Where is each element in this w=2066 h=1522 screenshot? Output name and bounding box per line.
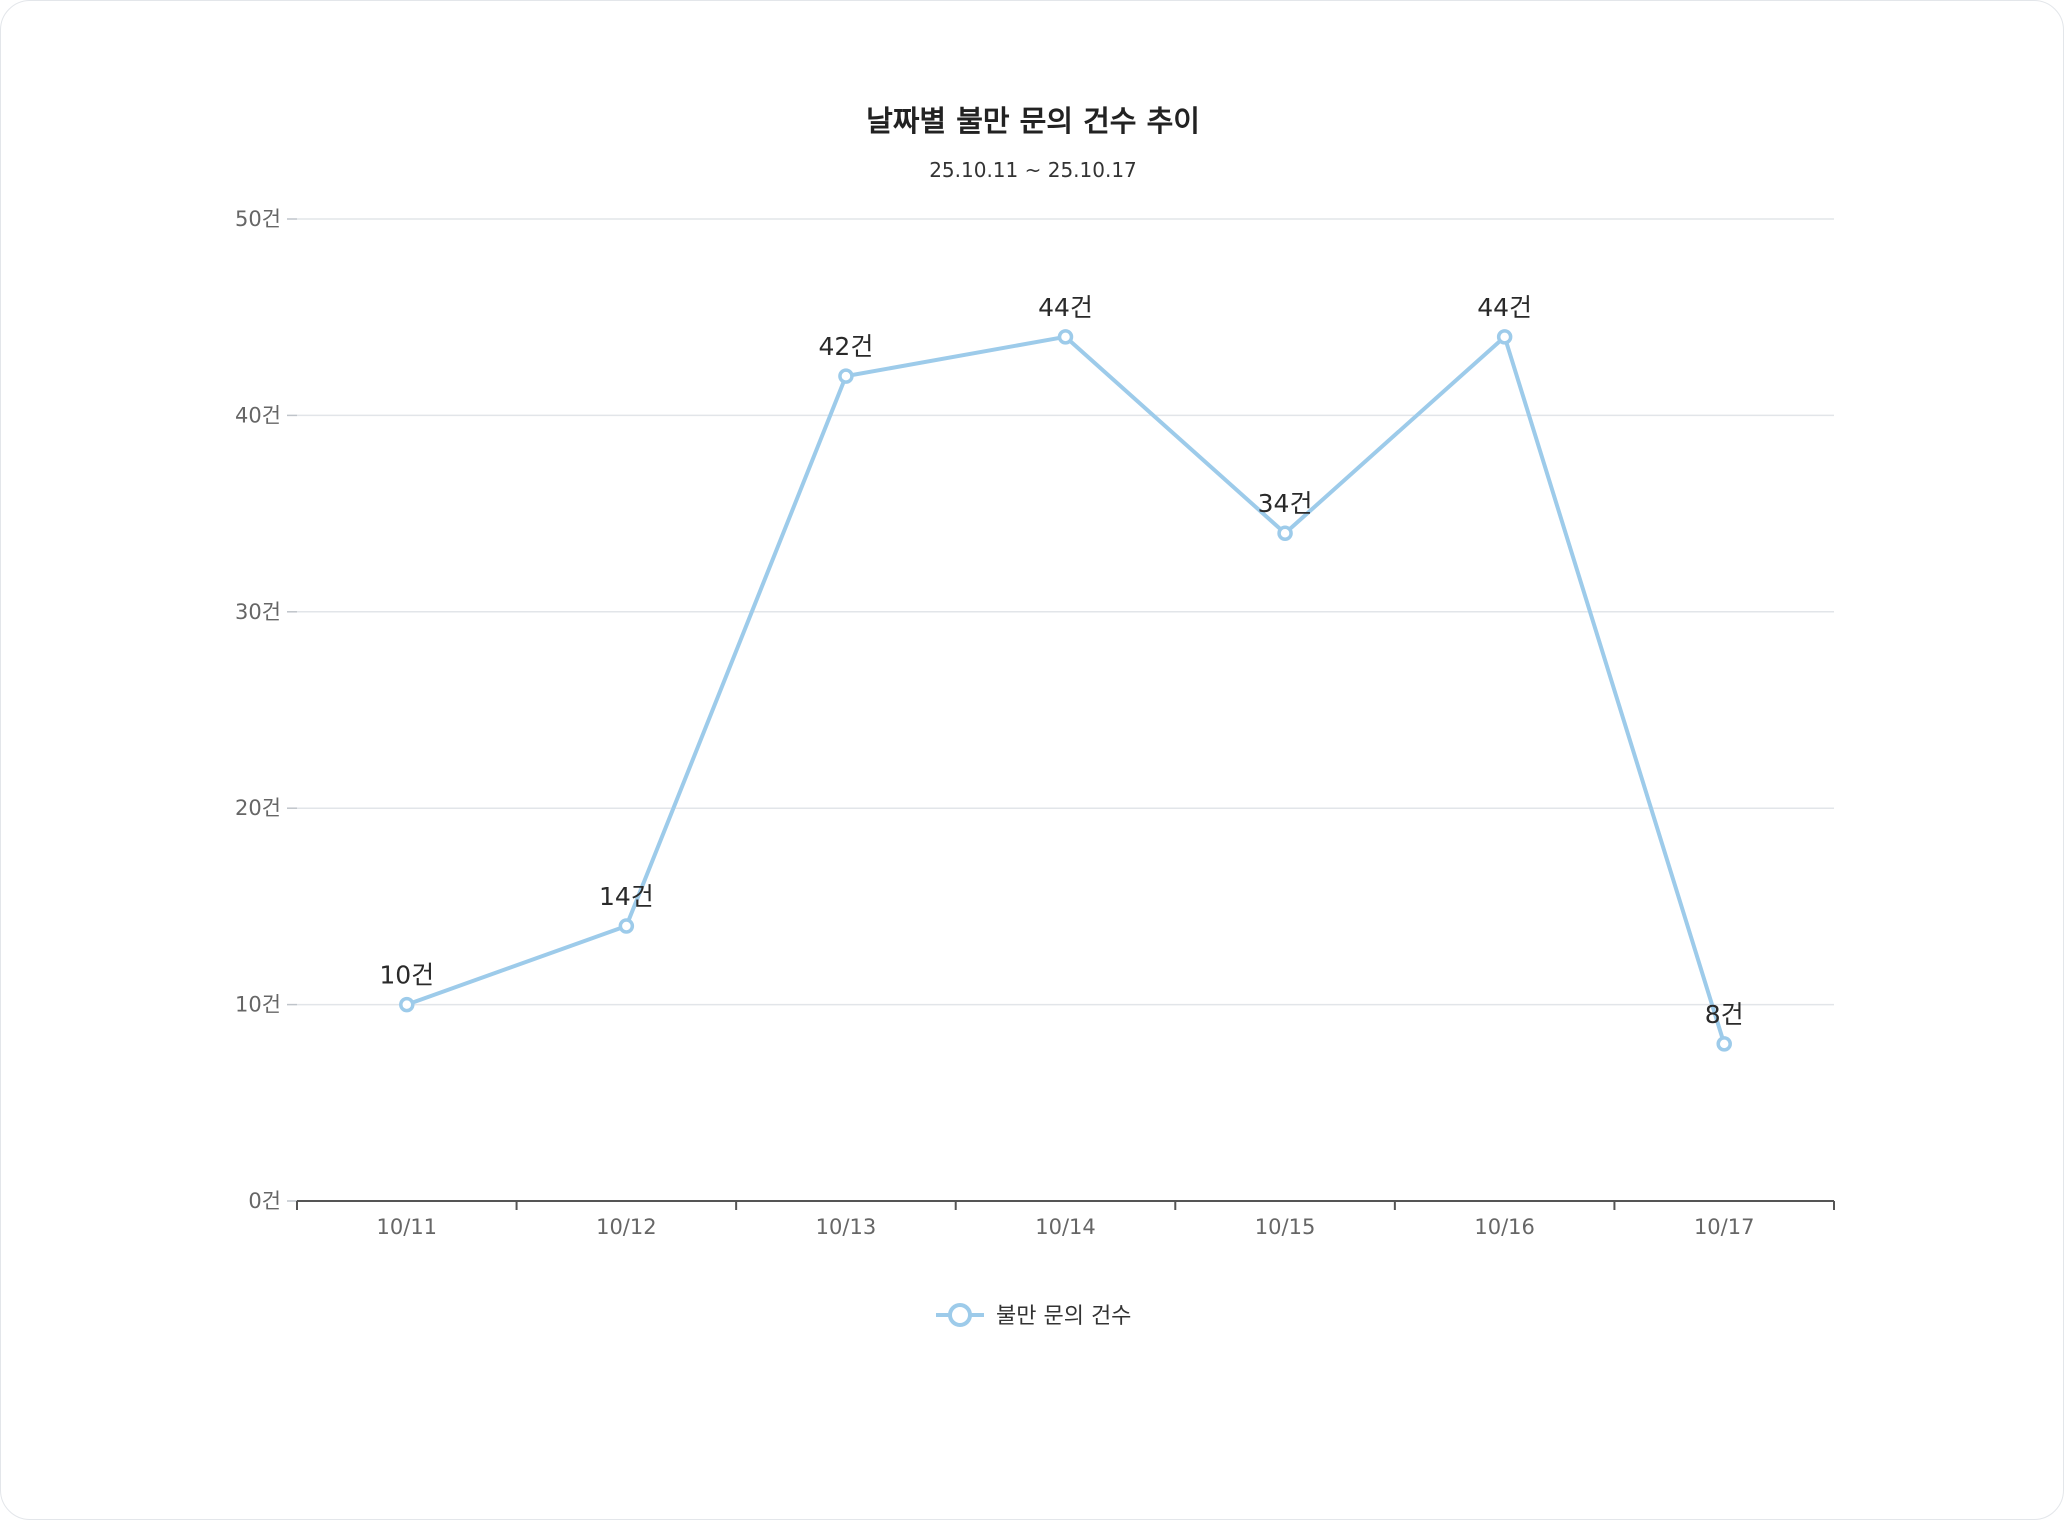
series-polyline: [404, 334, 1727, 1046]
y-axis: 0건 10건 20건 30건 40건 50건: [235, 207, 297, 1213]
x-axis: 10/11 10/12 10/13 10/14 10/15 10/16 10/17: [296, 1200, 1835, 1239]
x-tick-label: 10/13: [816, 1215, 877, 1239]
y-tick-label: 50건: [235, 207, 281, 231]
chart-title: 날짜별 불만 문의 건수 추이: [866, 104, 1200, 138]
grid-lines: [297, 218, 1834, 1006]
legend-marker-icon: [948, 1303, 972, 1327]
series-line: [404, 334, 1727, 1046]
legend-label: 불만 문의 건수: [996, 1304, 1131, 1329]
chart-subtitle: 25.10.11 ~ 25.10.17: [929, 158, 1137, 182]
y-tick-label: 20건: [235, 796, 281, 820]
data-point: [1277, 525, 1293, 541]
y-tick-label: 0건: [248, 1189, 281, 1213]
data-points: [399, 329, 1732, 1052]
y-tick-label: 30건: [235, 600, 281, 624]
data-label: 14건: [599, 882, 654, 911]
data-label: 34건: [1258, 489, 1313, 518]
data-label: 8건: [1705, 1000, 1744, 1029]
data-point: [838, 368, 854, 384]
y-tick-label: 10건: [235, 993, 281, 1017]
data-point: [399, 996, 415, 1013]
data-label: 44건: [1038, 293, 1093, 322]
data-label: 44건: [1477, 293, 1532, 322]
data-label: 42건: [819, 332, 874, 361]
x-tick-label: 10/11: [377, 1215, 438, 1239]
data-labels: 10건 14건 42건 44건 34건 44건 8건: [379, 293, 1743, 1029]
data-point: [1057, 329, 1074, 345]
data-point: [1716, 1036, 1732, 1052]
x-tick-label: 10/14: [1035, 1215, 1096, 1239]
x-tick-label: 10/15: [1255, 1215, 1316, 1239]
x-tick-label: 10/17: [1694, 1215, 1755, 1239]
data-label: 10건: [379, 961, 434, 990]
legend[interactable]: 불만 문의 건수: [936, 1303, 1131, 1329]
data-point: [618, 918, 635, 934]
y-tick-label: 40건: [235, 403, 281, 427]
data-point: [1496, 329, 1513, 345]
x-tick-label: 10/12: [596, 1215, 657, 1239]
x-tick-label: 10/16: [1474, 1215, 1535, 1239]
